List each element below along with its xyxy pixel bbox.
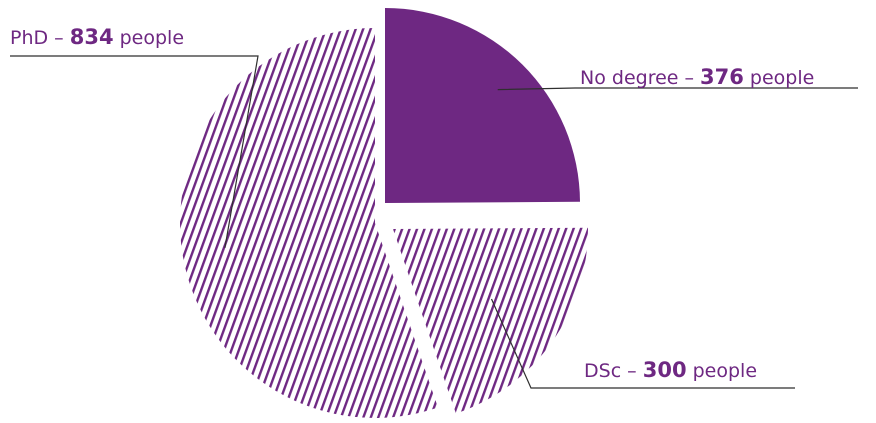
pie-slices xyxy=(180,8,589,418)
leader-line-phd xyxy=(10,55,259,249)
pie-slice-no-degree xyxy=(385,8,580,203)
pie-slice-dsc xyxy=(393,227,589,414)
leader-line-dsc xyxy=(490,298,795,389)
slice-label-unit: people xyxy=(687,360,757,382)
pie-slice-phd xyxy=(180,28,438,418)
leader-line-no-degree xyxy=(497,87,858,91)
leader-lines xyxy=(10,55,858,389)
slice-label-name: DSc – xyxy=(584,360,643,382)
slice-label-name: PhD – xyxy=(10,27,70,49)
slice-label-dsc: DSc – 300 people xyxy=(584,358,757,382)
slice-label-unit: people xyxy=(114,27,184,49)
slice-label-name: No degree – xyxy=(580,67,700,89)
slice-label-value: 376 xyxy=(700,65,744,89)
slice-label-unit: people xyxy=(744,67,814,89)
slice-label-value: 834 xyxy=(70,25,114,49)
slice-label-no-degree: No degree – 376 people xyxy=(580,65,814,89)
slice-label-value: 300 xyxy=(643,358,687,382)
slice-label-phd: PhD – 834 people xyxy=(10,25,184,49)
